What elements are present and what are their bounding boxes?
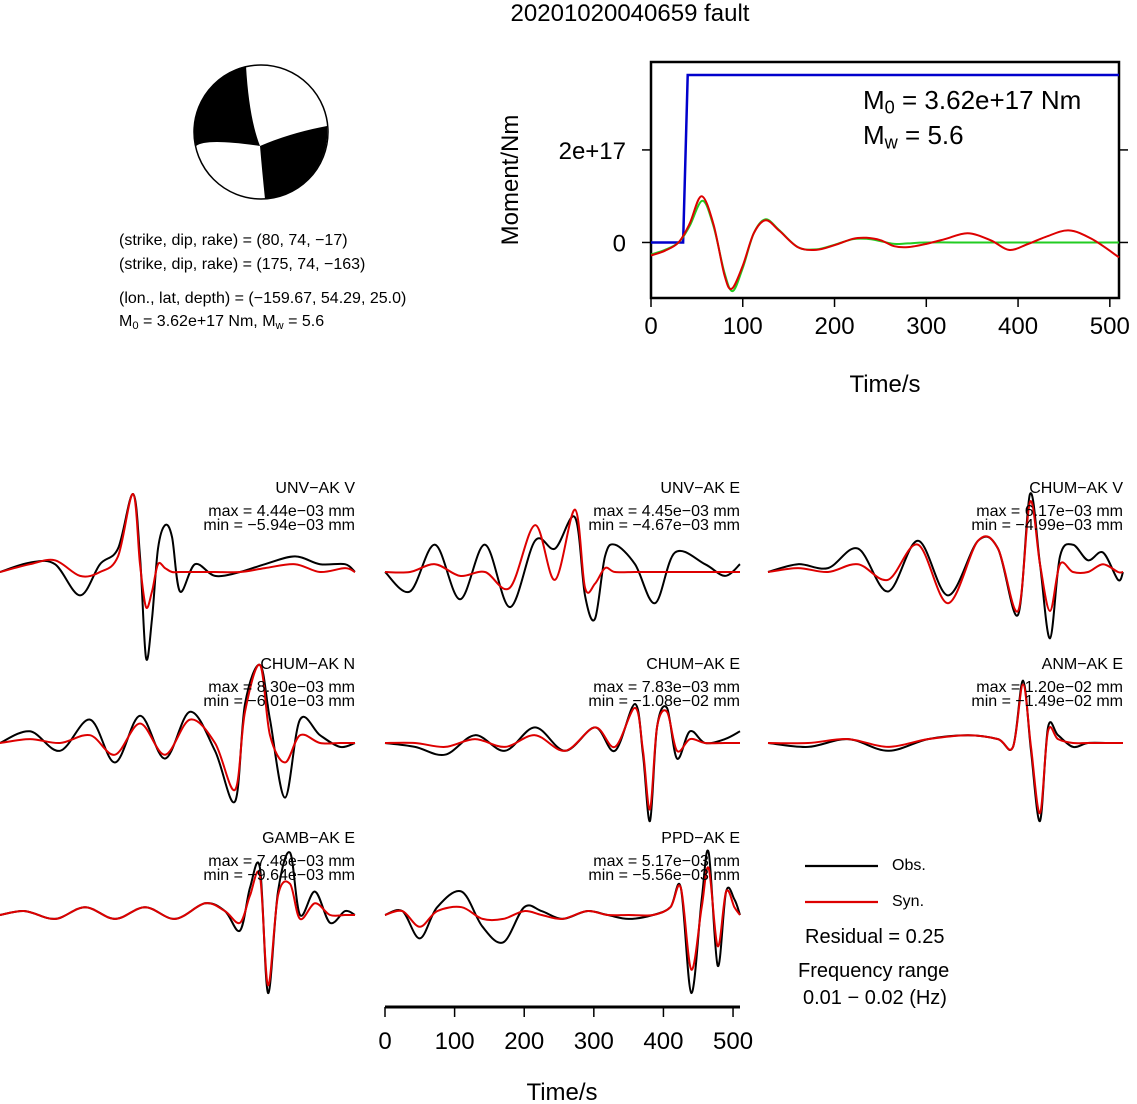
synthetic-trace	[384, 706, 740, 811]
beachball-compressional-quadrant-1	[194, 66, 260, 146]
synthetic-trace	[0, 870, 355, 987]
moment-x-tick-label: 100	[723, 313, 763, 340]
observed-trace	[767, 679, 1123, 823]
moment-x-tick-label: 400	[998, 313, 1038, 340]
station-min: min = −4.99e−03 mm	[971, 517, 1123, 534]
observed-trace	[767, 492, 1124, 640]
station-label: CHUM−AK E	[646, 656, 740, 673]
station-min: min = −1.49e−02 mm	[971, 693, 1123, 710]
beachball-compressional-quadrant-2	[260, 126, 328, 199]
moment-summary-subw: w	[275, 319, 284, 332]
moment-chart: 0 100 200 300 400 500 0 2e+17 Time/s Moment/Nm	[497, 60, 1130, 398]
moment-y-tick-label: 0	[613, 230, 626, 257]
station-max: max = 1.20e−02 mm	[976, 679, 1123, 696]
moment-summary-tail: = 5.6	[283, 313, 325, 330]
synthetic-trace	[384, 866, 741, 971]
nodal-plane-2: (strike, dip, rake) = (175, 74, −163)	[119, 256, 366, 273]
station-label: GAMB−AK E	[262, 830, 355, 847]
station-label: CHUM−AK N	[260, 656, 355, 673]
station-max: max = 7.83e−03 mm	[593, 679, 740, 696]
moment-panel-mw-sub: w	[884, 132, 898, 153]
observed-trace	[0, 663, 356, 804]
beachball	[193, 64, 329, 200]
station-label: UNV−AK E	[660, 480, 740, 497]
station-label: CHUM−AK V	[1029, 480, 1123, 497]
station-min: min = −9.64e−03 mm	[203, 867, 355, 884]
time-axis-tick-label: 0	[378, 1028, 391, 1055]
synthetic-trace	[0, 492, 356, 610]
station-min: min = −6.01e−03 mm	[203, 693, 355, 710]
station-max: max = 4.44e−03 mm	[208, 503, 355, 520]
frequency-range-title: Frequency range	[798, 960, 950, 982]
moment-x-tick-label: 300	[906, 313, 946, 340]
moment-panel-m0-label: M	[863, 85, 885, 115]
time-axis-tick-label: 300	[574, 1028, 614, 1055]
moment-x-tick-label: 500	[1090, 313, 1130, 340]
station-min: min = −5.56e−03 mm	[588, 867, 740, 884]
station-min: min = −4.67e−03 mm	[588, 517, 740, 534]
hypocenter-location: (lon., lat, depth) = (−159.67, 54.29, 25…	[119, 290, 407, 307]
moment-panel-mw-label: M	[863, 120, 885, 150]
observed-trace	[0, 492, 356, 661]
station-label: ANM−AK E	[1042, 656, 1123, 673]
moment-panel-mw: Mw = 5.6	[863, 120, 964, 153]
moment-y-axis-label: Moment/Nm	[497, 115, 524, 246]
time-axis-tick-label: 200	[504, 1028, 544, 1055]
moment-panel-mw-value: = 5.6	[897, 120, 964, 150]
time-axis-tick-label: 100	[435, 1028, 475, 1055]
station-label: PPD−AK E	[661, 830, 740, 847]
synthetic-trace	[767, 683, 1123, 815]
moment-summary-m: M	[119, 313, 133, 330]
station-max: max = 7.48e−03 mm	[208, 853, 355, 870]
moment-y-tick-label: 2e+17	[559, 138, 626, 165]
moment-panel-m0-value: = 3.62e+17 Nm	[894, 85, 1082, 115]
legend-syn-label: Syn.	[892, 893, 925, 910]
synthetic-trace	[384, 508, 740, 594]
observed-trace	[384, 702, 741, 823]
station-max: max = 8.30e−03 mm	[208, 679, 355, 696]
moment-x-tick-label: 200	[815, 313, 855, 340]
moment-plot-frame	[649, 60, 1121, 300]
frequency-range-value: 0.01 − 0.02 (Hz)	[803, 987, 947, 1009]
moment-summary-sub0: 0	[132, 319, 139, 332]
nodal-plane-1: (strike, dip, rake) = (80, 74, −17)	[119, 232, 348, 249]
time-axis-tick-label: 400	[643, 1028, 683, 1055]
moment-summary-middle: = 3.62e+17 Nm, M	[138, 313, 276, 330]
figure-title: 20201020040659 fault	[510, 0, 750, 27]
synthetic-trace	[0, 663, 355, 791]
moment-rate-green-line	[650, 199, 1119, 293]
moment-panel-m0-sub: 0	[884, 97, 895, 118]
moment-x-tick-label: 0	[644, 313, 657, 340]
station-min: min = −5.94e−03 mm	[203, 517, 355, 534]
station-max: max = 6.17e−03 mm	[976, 503, 1123, 520]
moment-panel-m0: M0 = 3.62e+17 Nm	[863, 85, 1082, 118]
synthetic-trace	[767, 500, 1124, 613]
station-min: min = −1.08e−02 mm	[588, 693, 740, 710]
time-axis-title: Time/s	[526, 1079, 597, 1104]
time-axis-tick-label: 500	[713, 1028, 753, 1055]
moment-x-axis-label: Time/s	[849, 371, 920, 398]
residual-text: Residual = 0.25	[805, 926, 945, 948]
cumulative-moment-line	[651, 73, 1119, 244]
station-label: UNV−AK V	[275, 480, 355, 497]
moment-rate-red-line	[650, 195, 1120, 290]
waveform-time-axis: 0 100 200 300 400 500 Time/s	[378, 1005, 753, 1104]
moment-summary: M0 = 3.62e+17 Nm, Mw = 5.6	[119, 312, 324, 331]
station-max: max = 4.45e−03 mm	[593, 503, 740, 520]
station-max: max = 5.17e−03 mm	[593, 853, 740, 870]
legend-obs-label: Obs.	[892, 857, 926, 874]
